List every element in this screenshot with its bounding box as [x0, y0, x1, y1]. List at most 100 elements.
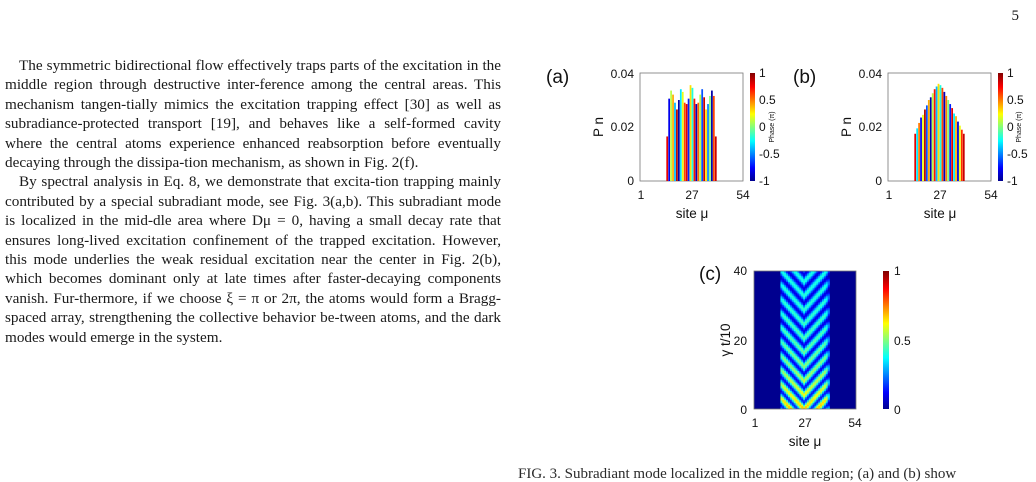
panel-a-bar-site-40 [714, 136, 717, 181]
panel-a-bar-site-22 [679, 89, 682, 181]
panel-c-cb-tick-1: 1 [894, 264, 901, 278]
panel-a-bar-site-24 [683, 102, 686, 181]
panel-a-cb-tick-0.5: 0.5 [759, 93, 776, 107]
panel-a-bar-site-36 [707, 104, 709, 181]
panel-b-bar-site-26 [935, 86, 938, 181]
panel-c-xtick-54: 54 [848, 416, 862, 430]
panel-b: (b) 0.04 0.02 0 1 27 54 site μ P n 1 0.5… [793, 66, 1028, 221]
panel-b-bar-site-36 [955, 116, 957, 181]
panel-c: (c) 40 20 0 1 27 54 site μ γ t/10 1 0.5 … [699, 264, 911, 449]
panel-a-bar-site-29 [693, 98, 696, 181]
panel-b-bar-site-30 [943, 91, 946, 181]
panel-b-bar-site-31 [945, 95, 948, 181]
panel-b-axes [887, 72, 992, 182]
panel-b-ytick-top: 0.04 [859, 67, 883, 81]
panel-b-bar-site-34 [951, 108, 954, 181]
panel-b-cb-title: Phase (π) [1016, 111, 1023, 142]
panel-b-bars [914, 83, 965, 181]
panel-b-bar-site-39 [960, 129, 963, 181]
page-number: 5 [1011, 8, 1020, 24]
panel-a-bar-site-23 [681, 91, 684, 181]
panel-c-axes [753, 270, 857, 410]
panel-a-bar-site-17 [670, 90, 672, 181]
panel-b-cb-tick-1: 1 [1007, 66, 1014, 80]
panel-b-bar-site-40 [962, 133, 965, 181]
panel-b-bar-site-27 [937, 83, 940, 181]
panel-c-cb-tick-0.5: 0.5 [894, 334, 911, 348]
panel-b-bar-site-18 [920, 117, 922, 181]
figure-caption: FIG. 3. Subradiant mode localized in the… [518, 466, 957, 482]
panel-b-bar-site-16 [916, 128, 919, 181]
panel-a-ytick-zero: 0 [627, 174, 634, 188]
panel-b-ylabel: P n [839, 117, 854, 137]
panel-b-bar-site-25 [933, 89, 936, 181]
panel-a-bar-site-38 [711, 90, 713, 181]
panel-b-bar-site-28 [939, 85, 942, 181]
panel-b-label: (b) [793, 67, 816, 88]
panel-b-xtick-1: 1 [886, 188, 893, 202]
panel-b-xtick-27: 27 [933, 188, 947, 202]
panel-b-xtick-54: 54 [984, 188, 998, 202]
panel-b-bar-site-29 [941, 87, 944, 181]
panel-b-bar-site-20 [924, 109, 926, 181]
panel-a-bar-site-31 [697, 102, 700, 181]
panel-a-bar-site-37 [709, 95, 711, 181]
panel-b-bar-site-35 [953, 113, 955, 181]
panel-c-cb-tick-0: 0 [894, 403, 901, 417]
panel-a-ylabel: P n [591, 117, 606, 137]
panel-a-bar-site-18 [672, 94, 674, 181]
panel-a: (a) 0.04 0.02 0 1 27 54 site μ P n 1 0.5… [546, 66, 780, 221]
panel-a-xtick-27: 27 [685, 188, 699, 202]
panel-c-xtick-27: 27 [798, 416, 812, 430]
panel-c-heatmap [754, 271, 856, 409]
panel-a-bar-site-19 [674, 102, 676, 181]
panel-c-colorbar [883, 271, 889, 409]
panel-b-bar-site-23 [929, 97, 932, 181]
panel-b-bar-site-32 [947, 100, 950, 181]
panel-b-colorbar [998, 73, 1003, 181]
panel-a-cb-tick-m0.5: -0.5 [759, 147, 780, 161]
panel-a-ytick-mid: 0.02 [611, 120, 635, 134]
panel-a-bar-site-30 [695, 104, 698, 181]
panel-c-label: (c) [699, 264, 721, 285]
panel-a-cb-tick-1: 1 [759, 66, 766, 80]
panel-a-bar-site-21 [677, 100, 680, 181]
panel-a-bar-site-39 [712, 95, 715, 181]
panel-b-bar-site-15 [914, 133, 917, 181]
panel-a-bar-site-35 [705, 109, 707, 181]
panel-a-ytick-top: 0.04 [611, 67, 635, 81]
panel-c-ylabel: γ t/10 [718, 323, 733, 356]
panel-b-cb-tick-m0.5: -0.5 [1007, 147, 1028, 161]
panel-a-bars [666, 85, 717, 181]
panel-a-xtick-1: 1 [638, 188, 645, 202]
panel-b-bar-site-38 [959, 125, 961, 181]
panel-a-xlabel: site μ [676, 206, 709, 221]
body-text-column: The symmetric bidirectional flow effecti… [5, 56, 501, 347]
panel-b-cb-tick-m1: -1 [1007, 174, 1018, 188]
panel-c-ytick-0: 0 [740, 403, 747, 417]
panel-a-bar-site-28 [691, 87, 694, 181]
panel-c-ytick-20: 20 [734, 334, 748, 348]
panel-a-bar-site-32 [699, 94, 702, 181]
paragraph-1: The symmetric bidirectional flow effecti… [5, 57, 501, 172]
panel-a-bar-site-33 [701, 89, 704, 181]
panel-a-bar-site-27 [689, 85, 692, 181]
panel-b-bar-site-33 [949, 104, 952, 181]
panel-b-bar-site-17 [918, 122, 920, 181]
panel-a-bar-site-34 [703, 97, 706, 181]
panel-a-axes [639, 72, 744, 182]
panel-c-xlabel: site μ [789, 434, 822, 449]
panel-b-bar-site-37 [957, 121, 959, 181]
panel-b-bar-site-24 [931, 93, 934, 181]
panel-a-bar-site-20 [676, 109, 678, 181]
panel-b-xlabel: site μ [924, 206, 957, 221]
panel-c-xtick-1: 1 [752, 416, 759, 430]
panel-b-ytick-zero: 0 [875, 174, 882, 188]
panel-a-bar-site-16 [668, 98, 671, 181]
panel-a-bar-site-15 [666, 136, 669, 181]
panel-a-label: (a) [546, 67, 569, 88]
panel-a-bar-site-26 [687, 98, 690, 181]
panel-b-bar-site-22 [927, 100, 930, 181]
panel-a-bar-site-25 [685, 104, 688, 181]
